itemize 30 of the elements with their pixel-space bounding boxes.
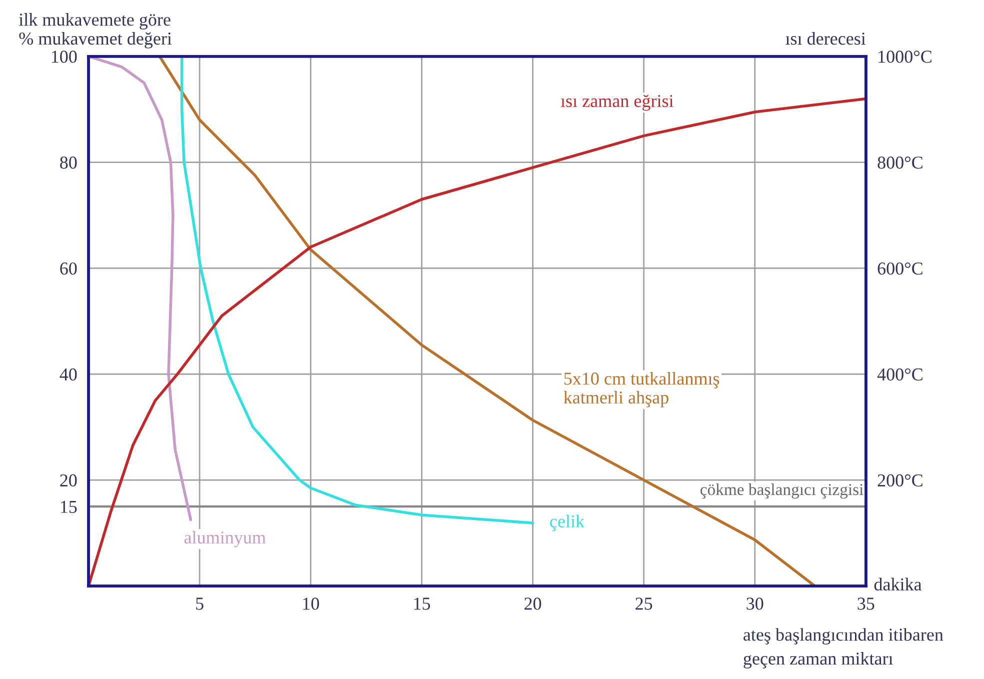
x-tick-label: 25	[636, 598, 652, 610]
y2-tick-label: 200°C	[878, 474, 922, 486]
x-tick-label: 10	[303, 598, 319, 610]
x-tick-label: 15	[414, 598, 430, 610]
x-tick-label: 20	[524, 598, 542, 610]
line-series	[87, 54, 192, 522]
y-axis-title: ilk mukavemete göre % mukavemet değeri	[18, 13, 172, 48]
series-label: ısı zaman eğrisi	[560, 94, 674, 111]
x-axis-title: ateş başlangıcından itibaren geçen zaman miktarı	[744, 628, 944, 668]
y2-tick-label: 800°C	[878, 156, 922, 169]
y-tick-label: 40	[60, 368, 77, 381]
text: dakika	[874, 578, 922, 590]
y-tick-label: 60	[60, 262, 77, 275]
ref-line-label: çökme başlangıcı çizgisi	[700, 483, 864, 499]
y2-tick-label: 400°C	[877, 368, 922, 381]
x-tick-label: 30	[746, 598, 764, 610]
y2-tick-label: 600°C	[878, 262, 922, 275]
x-tick-label: 5	[196, 598, 204, 610]
y-tick-label: 100	[52, 50, 77, 63]
y2-tick-label: 1000°C	[878, 50, 932, 63]
y-tick-label: 15	[60, 500, 77, 513]
y-tick-label: 20	[60, 474, 77, 486]
series-label: aluminyum	[184, 530, 266, 548]
y2-axis-title: ısı derecesi	[786, 32, 866, 45]
y-tick-label: 80	[60, 156, 77, 169]
line-series	[180, 54, 534, 524]
x-tick-label: 35	[858, 598, 874, 610]
series-label: çelik	[550, 514, 585, 532]
series-label: 5x10 cm tutkallanmış katmerli ahşap	[564, 372, 720, 408]
line-series	[158, 54, 816, 588]
